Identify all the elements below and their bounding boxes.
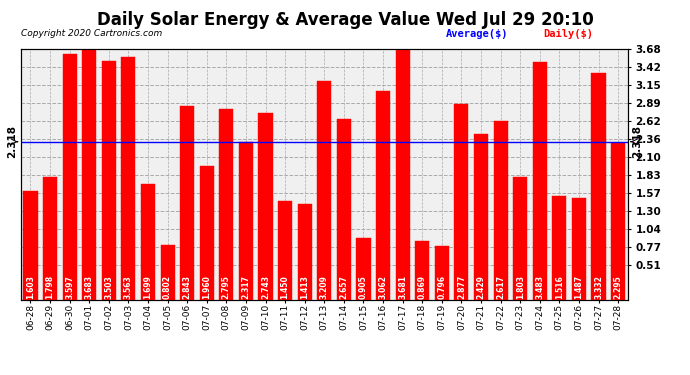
Bar <box>415 241 429 300</box>
Bar <box>337 118 351 300</box>
Text: 1.413: 1.413 <box>300 275 309 298</box>
Text: 2.429: 2.429 <box>477 275 486 298</box>
Text: 3.683: 3.683 <box>85 274 94 298</box>
Text: 1.699: 1.699 <box>144 275 152 298</box>
Bar <box>278 201 292 300</box>
Text: 1.450: 1.450 <box>281 275 290 298</box>
Text: 2.318: 2.318 <box>7 125 17 158</box>
Bar <box>43 177 57 300</box>
Text: 0.796: 0.796 <box>437 274 446 298</box>
Text: 1.516: 1.516 <box>555 275 564 298</box>
Bar <box>533 62 546 300</box>
Text: 1.798: 1.798 <box>46 274 55 298</box>
Bar <box>395 49 410 300</box>
Text: Copyright 2020 Cartronics.com: Copyright 2020 Cartronics.com <box>21 28 162 38</box>
Text: 2.843: 2.843 <box>183 274 192 298</box>
Text: 1.603: 1.603 <box>26 275 35 298</box>
Text: Daily Solar Energy & Average Value Wed Jul 29 20:10: Daily Solar Energy & Average Value Wed J… <box>97 11 593 29</box>
Text: Daily($): Daily($) <box>543 28 593 39</box>
Text: 2.317: 2.317 <box>241 274 250 298</box>
Bar <box>102 61 116 300</box>
Text: 2.743: 2.743 <box>261 274 270 298</box>
Bar <box>239 142 253 300</box>
Text: 3.332: 3.332 <box>594 275 603 298</box>
Text: 2.795: 2.795 <box>222 275 231 298</box>
Text: 3.503: 3.503 <box>104 275 113 298</box>
Bar <box>161 245 175 300</box>
Bar <box>199 166 214 300</box>
Text: 1.960: 1.960 <box>202 275 211 298</box>
Bar <box>493 122 508 300</box>
Bar <box>611 143 625 300</box>
Text: 1.803: 1.803 <box>515 274 524 298</box>
Text: 3.597: 3.597 <box>65 275 74 298</box>
Text: 2.657: 2.657 <box>339 275 348 298</box>
Bar <box>474 134 488 300</box>
Text: 3.209: 3.209 <box>319 275 329 298</box>
Bar <box>552 196 566 300</box>
Text: 0.869: 0.869 <box>417 274 426 298</box>
Bar <box>82 48 97 300</box>
Bar <box>454 104 469 300</box>
Bar <box>357 238 371 300</box>
Text: Average($): Average($) <box>446 28 509 39</box>
Bar <box>219 109 233 300</box>
Bar <box>572 198 586 300</box>
Text: 3.681: 3.681 <box>398 274 407 298</box>
Bar <box>297 204 312 300</box>
Bar <box>180 106 195 300</box>
Bar <box>121 57 135 300</box>
Bar <box>23 190 37 300</box>
Bar <box>376 91 390 300</box>
Text: 0.905: 0.905 <box>359 275 368 298</box>
Text: 2.617: 2.617 <box>496 274 505 298</box>
Bar <box>63 54 77 300</box>
Text: 2.295: 2.295 <box>613 275 622 298</box>
Bar <box>513 177 527 300</box>
Text: 3.563: 3.563 <box>124 275 133 298</box>
Bar <box>591 72 606 300</box>
Bar <box>141 184 155 300</box>
Text: 2.877: 2.877 <box>457 274 466 298</box>
Text: 0.802: 0.802 <box>163 274 172 298</box>
Bar <box>435 246 449 300</box>
Bar <box>317 81 331 300</box>
Text: 3.483: 3.483 <box>535 274 544 298</box>
Bar <box>259 113 273 300</box>
Text: 3.062: 3.062 <box>379 275 388 298</box>
Text: 2.318: 2.318 <box>632 125 642 158</box>
Text: 1.487: 1.487 <box>575 274 584 298</box>
